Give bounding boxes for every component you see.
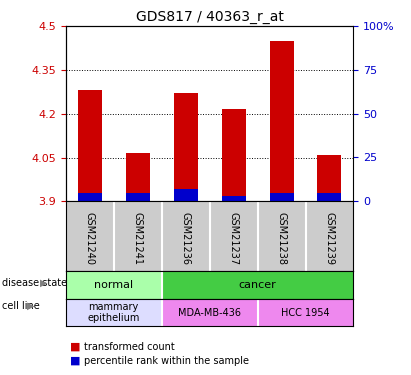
Text: GSM21241: GSM21241 [133, 212, 143, 265]
Bar [270, 41, 293, 201]
Bar [222, 196, 245, 201]
Text: GSM21238: GSM21238 [277, 212, 286, 265]
Text: mammary
epithelium: mammary epithelium [88, 302, 140, 323]
Bar [162, 271, 353, 299]
Title: GDS817 / 40363_r_at: GDS817 / 40363_r_at [136, 10, 284, 24]
Bar [174, 93, 198, 201]
Bar [78, 90, 102, 201]
Text: disease state: disease state [2, 278, 67, 288]
Text: ▶: ▶ [27, 301, 34, 310]
Text: MDA-MB-436: MDA-MB-436 [178, 308, 241, 318]
Text: normal: normal [94, 280, 133, 290]
Bar [258, 299, 353, 326]
Text: ■: ■ [70, 342, 81, 352]
Text: ■: ■ [70, 356, 81, 366]
Text: GSM21237: GSM21237 [229, 212, 238, 265]
Text: GSM21239: GSM21239 [325, 212, 335, 265]
Text: cell line: cell line [2, 301, 40, 310]
Bar [270, 192, 293, 201]
Bar [78, 192, 102, 201]
Text: ▶: ▶ [40, 278, 48, 288]
Bar [222, 110, 245, 201]
Text: transformed count: transformed count [84, 342, 175, 352]
Bar [174, 189, 198, 201]
Text: HCC 1954: HCC 1954 [281, 308, 330, 318]
Bar [66, 299, 162, 326]
Bar [318, 154, 342, 201]
Bar [162, 299, 258, 326]
Bar [126, 192, 150, 201]
Text: cancer: cancer [239, 280, 277, 290]
Bar [66, 271, 162, 299]
Bar [318, 192, 342, 201]
Text: percentile rank within the sample: percentile rank within the sample [84, 356, 249, 366]
Bar [126, 153, 150, 201]
Text: GSM21240: GSM21240 [85, 212, 95, 265]
Text: GSM21236: GSM21236 [181, 212, 191, 265]
